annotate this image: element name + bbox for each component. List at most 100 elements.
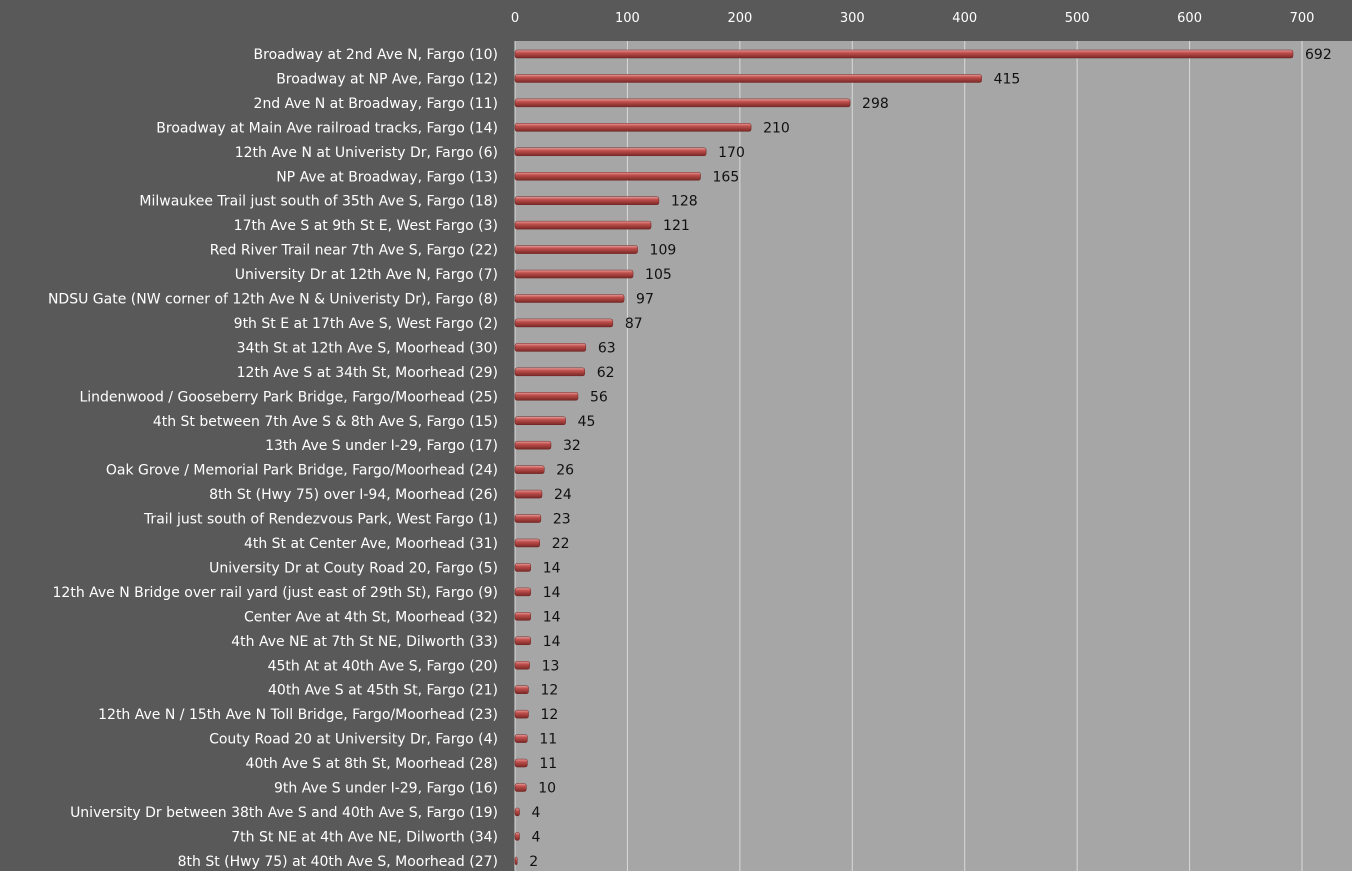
category-label: 4th St at Center Ave, Moorhead (31) <box>244 536 498 552</box>
value-label: 210 <box>763 120 790 136</box>
value-label: 415 <box>994 71 1021 87</box>
x-tick-label: 400 <box>952 11 977 26</box>
category-label: Broadway at Main Ave railroad tracks, Fa… <box>156 120 498 136</box>
bar <box>514 440 552 450</box>
bar <box>514 367 585 377</box>
x-tick-label: 700 <box>1290 11 1315 26</box>
bars <box>514 49 1294 866</box>
value-label: 26 <box>556 463 574 479</box>
bar <box>514 856 518 866</box>
value-label: 13 <box>542 658 560 674</box>
value-label: 2 <box>529 854 538 870</box>
bar <box>514 709 529 719</box>
bar <box>514 220 652 230</box>
category-label: Red River Trail near 7th Ave S, Fargo (2… <box>210 243 498 259</box>
bar <box>514 269 634 279</box>
value-label: 12 <box>540 683 558 699</box>
x-tick-label: 600 <box>1177 11 1202 26</box>
bar <box>514 685 529 694</box>
value-label: 23 <box>553 512 571 528</box>
bar <box>514 807 520 817</box>
value-label: 22 <box>552 536 570 552</box>
category-label: Trail just south of Rendezvous Park, Wes… <box>143 512 498 528</box>
bar <box>514 416 566 425</box>
x-tick-label: 200 <box>727 11 752 26</box>
value-label: 32 <box>563 438 581 454</box>
value-label: 62 <box>597 365 615 381</box>
category-label: 4th St between 7th Ave S & 8th Ave S, Fa… <box>153 414 498 430</box>
category-label: 12th Ave N / 15th Ave N Toll Bridge, Far… <box>98 707 498 723</box>
category-labels: Broadway at 2nd Ave N, Fargo (10) Broadwa… <box>48 47 498 870</box>
bar <box>514 147 707 157</box>
bar <box>514 49 1294 59</box>
category-label: 8th St (Hwy 75) over I-94, Moorhead (26) <box>209 487 498 503</box>
plot-area <box>515 41 1352 871</box>
category-label: University Dr at Couty Road 20, Fargo (5… <box>209 560 498 576</box>
bar <box>514 123 752 132</box>
category-label: 2nd Ave N at Broadway, Fargo (11) <box>254 96 498 112</box>
category-label: 13th Ave S under I-29, Fargo (17) <box>265 438 498 454</box>
bar <box>514 514 542 523</box>
x-tick-label: 100 <box>615 11 640 26</box>
value-label: 128 <box>671 194 698 210</box>
value-label: 4 <box>531 805 540 821</box>
category-label: Broadway at NP Ave, Fargo (12) <box>276 71 498 87</box>
bar <box>514 538 540 548</box>
value-label: 4 <box>531 829 540 845</box>
bar <box>514 294 625 303</box>
bar <box>514 612 531 621</box>
value-label: 45 <box>578 414 596 430</box>
bar <box>514 465 545 474</box>
value-label: 14 <box>543 634 561 650</box>
x-axis-tick-labels: 0 100 200 300 400 500 600 700 <box>511 11 1315 26</box>
category-label: Broadway at 2nd Ave N, Fargo (10) <box>254 47 498 63</box>
value-label: 12 <box>540 707 558 723</box>
category-label: 40th Ave S at 45th St, Fargo (21) <box>268 683 498 699</box>
bar <box>514 489 543 499</box>
bar <box>514 661 530 670</box>
category-label: 40th Ave S at 8th St, Moorhead (28) <box>246 756 498 772</box>
category-label: 34th St at 12th Ave S, Moorhead (30) <box>237 340 498 356</box>
category-label: University Dr at 12th Ave N, Fargo (7) <box>235 267 498 283</box>
category-label: University Dr between 38th Ave S and 40t… <box>70 805 498 821</box>
value-label: 14 <box>543 560 561 576</box>
x-tick-label: 500 <box>1065 11 1090 26</box>
value-label: 165 <box>713 169 740 185</box>
category-label: Lindenwood / Gooseberry Park Bridge, Far… <box>79 389 498 405</box>
category-label: 45th At at 40th Ave S, Fargo (20) <box>268 658 498 674</box>
category-label: Oak Grove / Memorial Park Bridge, Fargo/… <box>106 463 498 479</box>
bar <box>514 636 531 646</box>
category-label: 12th Ave N at Univeristy Dr, Fargo (6) <box>235 145 498 161</box>
bar <box>514 318 614 328</box>
bar <box>514 392 579 401</box>
value-label: 121 <box>663 218 690 234</box>
category-label: 12th Ave S at 34th St, Moorhead (29) <box>237 365 498 381</box>
value-label: 11 <box>539 756 557 772</box>
value-label: 10 <box>538 781 556 797</box>
value-label: 298 <box>862 96 889 112</box>
value-label: 11 <box>539 732 557 748</box>
value-label: 105 <box>645 267 672 283</box>
value-label: 109 <box>650 243 677 259</box>
value-label: 87 <box>625 316 643 332</box>
value-label: 14 <box>543 585 561 601</box>
bar <box>514 172 701 181</box>
bar <box>514 734 528 743</box>
category-label: 7th St NE at 4th Ave NE, Dilworth (34) <box>231 829 498 845</box>
value-label: 63 <box>598 340 616 356</box>
category-label: 17th Ave S at 9th St E, West Fargo (3) <box>234 218 498 234</box>
value-label: 170 <box>718 145 745 161</box>
category-label: 12th Ave N Bridge over rail yard (just e… <box>53 585 498 601</box>
value-label: 24 <box>554 487 572 503</box>
category-label: Center Ave at 4th St, Moorhead (32) <box>244 609 498 625</box>
bar <box>514 245 638 254</box>
value-label: 14 <box>543 609 561 625</box>
bar <box>514 783 527 792</box>
value-label: 692 <box>1305 47 1332 63</box>
value-labels: 6924152982101701651281211091059787636256… <box>529 47 1331 870</box>
category-label: 8th St (Hwy 75) at 40th Ave S, Moorhead … <box>178 854 498 870</box>
category-label: 4th Ave NE at 7th St NE, Dilworth (33) <box>231 634 498 650</box>
bar <box>514 74 982 83</box>
category-label: Milwaukee Trail just south of 35th Ave S… <box>139 194 498 210</box>
